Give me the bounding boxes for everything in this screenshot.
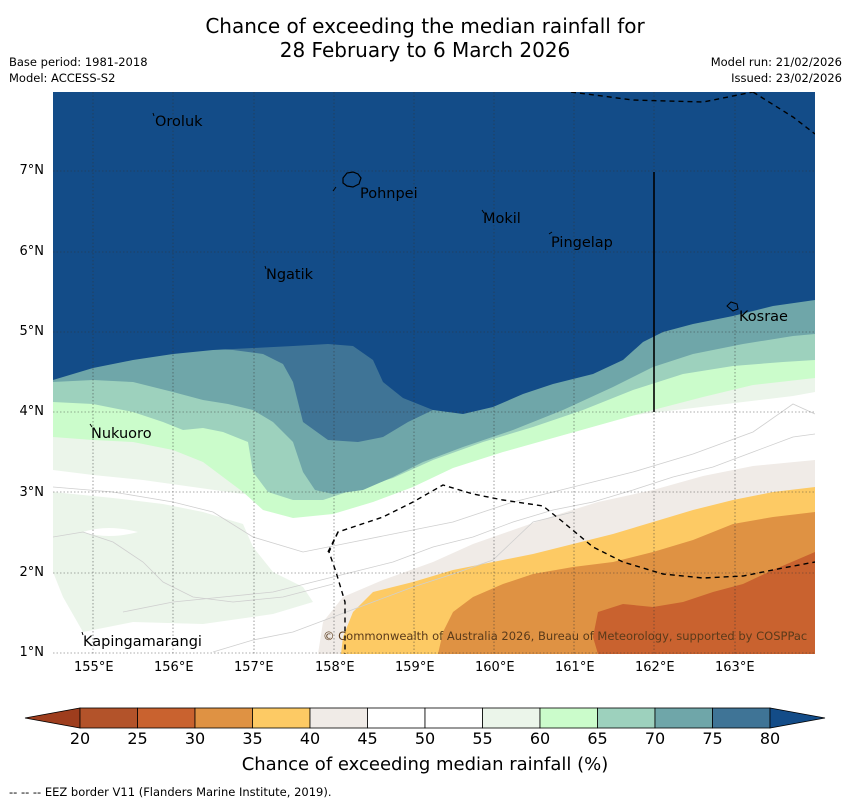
lon-tick-162: 162°E	[635, 660, 675, 675]
lon-tick-156: 156°E	[154, 660, 194, 675]
title-line-1: Chance of exceeding the median rainfall …	[205, 14, 645, 38]
colorbar-50-55	[424, 707, 483, 729]
cbar-label-80: 80	[759, 729, 781, 748]
lat-tick-3: 3°N	[19, 485, 45, 500]
issued-date: Issued: 23/02/2026	[731, 71, 842, 85]
pohnpei-islet-icon	[332, 186, 337, 192]
lat-tick-5: 5°N	[19, 324, 45, 339]
band-55-60-sw	[53, 492, 313, 632]
colorbar-30-35	[194, 707, 253, 729]
cbar-label-25: 25	[127, 729, 148, 748]
cbar-label-65: 65	[587, 729, 608, 748]
lon-tick-158: 158°E	[315, 660, 355, 675]
lon-tick-161: 161°E	[555, 660, 595, 675]
colorbar-above-80	[769, 707, 826, 729]
copyright-notice: © Commonwealth of Australia 2026, Bureau…	[323, 629, 807, 643]
cbar-label-70: 70	[644, 729, 666, 748]
cbar-label-40: 40	[299, 729, 321, 748]
lat-tick-1: 1°N	[19, 645, 45, 660]
cbar-label-60: 60	[529, 729, 551, 748]
lon-tick-163: 163°E	[715, 660, 755, 675]
base-period: Base period: 1981-2018	[9, 55, 148, 69]
map-svg: Oroluk Pohnpei Mokil Pingelap Ngatik Kos…	[53, 92, 815, 654]
lat-tick-7: 7°N	[19, 163, 45, 178]
chart-title: Chance of exceeding the median rainfall …	[0, 14, 850, 62]
lon-tick-155: 155°E	[74, 660, 114, 675]
label-mokil: Mokil	[483, 211, 521, 227]
cbar-label-45: 45	[357, 729, 378, 748]
title-line-2: 28 February to 6 March 2026	[279, 38, 571, 62]
eez-footnote: -- -- -- EEZ border V11 (Flanders Marine…	[9, 785, 332, 799]
cbar-label-75: 75	[702, 729, 723, 748]
model-name: Model: ACCESS-S2	[9, 71, 116, 85]
colorbar	[24, 707, 826, 729]
contour-lines	[53, 403, 815, 653]
cbar-label-30: 30	[184, 729, 206, 748]
cbar-label-35: 35	[242, 729, 263, 748]
eez-border	[327, 92, 815, 654]
label-nukuoro: Nukuoro	[91, 426, 152, 442]
colorbar-25-30	[137, 707, 196, 729]
colorbar-65-70	[597, 707, 656, 729]
colorbar-70-75	[654, 707, 713, 729]
lat-tick-6: 6°N	[19, 244, 45, 259]
lat-tick-2: 2°N	[19, 565, 45, 580]
label-ngatik: Ngatik	[266, 267, 314, 283]
band-25-30	[593, 552, 815, 654]
colorbar-55-60	[482, 707, 541, 729]
meta-right: Model run: 21/02/2026 Issued: 23/02/2026	[711, 54, 842, 86]
label-kapingamarangi: Kapingamarangi	[83, 634, 202, 650]
kosrae-island-icon	[726, 301, 739, 312]
lat-tick-4: 4°N	[19, 404, 45, 419]
band-above-80	[53, 92, 815, 414]
colorbar-20-25	[79, 707, 138, 729]
atoll-markers	[81, 112, 553, 636]
colorbar-35-40	[252, 707, 311, 729]
pohnpei-island-icon	[342, 171, 362, 188]
label-pingelap: Pingelap	[551, 235, 613, 251]
cbar-label-55: 55	[472, 729, 493, 748]
label-pohnpei: Pohnpei	[360, 186, 418, 202]
lon-tick-159: 159°E	[395, 660, 435, 675]
colorbar-45-50	[367, 707, 426, 729]
colorbar-40-45	[309, 707, 368, 729]
white-lens	[83, 528, 138, 536]
meta-left: Base period: 1981-2018 Model: ACCESS-S2	[9, 54, 148, 86]
label-kosrae: Kosrae	[739, 309, 788, 325]
colorbar-75-80	[712, 707, 771, 729]
lon-tick-157: 157°E	[234, 660, 274, 675]
cbar-label-20: 20	[69, 729, 91, 748]
label-oroluk: Oroluk	[155, 114, 203, 130]
colorbar-60-65	[539, 707, 598, 729]
cbar-label-50: 50	[414, 729, 436, 748]
model-run: Model run: 21/02/2026	[710, 55, 842, 69]
map-panel[interactable]: Oroluk Pohnpei Mokil Pingelap Ngatik Kos…	[53, 92, 815, 654]
colorbar-below-20	[24, 707, 81, 729]
lon-tick-160: 160°E	[475, 660, 515, 675]
colorbar-title: Chance of exceeding median rainfall (%)	[241, 754, 609, 775]
